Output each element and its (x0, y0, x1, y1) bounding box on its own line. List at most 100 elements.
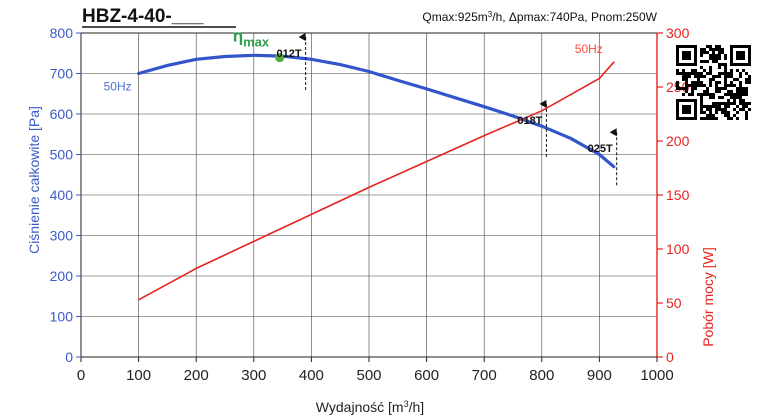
qr-module (730, 93, 733, 96)
qr-module (703, 75, 706, 78)
qr-module (718, 87, 721, 90)
qr-module (694, 75, 697, 78)
qr-module (697, 75, 700, 78)
qr-module (733, 84, 736, 87)
qr-module (712, 51, 715, 54)
qr-module (709, 78, 712, 81)
qr-module (706, 87, 709, 90)
qr-module (715, 87, 718, 90)
qr-module (709, 69, 712, 72)
qr-module (745, 78, 748, 81)
qr-module (685, 84, 688, 87)
qr-module (718, 102, 721, 105)
qr-module (727, 72, 730, 75)
qr-module (724, 69, 727, 72)
x-axis-label: Wydajność [m3/h] (316, 399, 424, 415)
y-right-axis-label: Pobór mocy [W] (700, 247, 716, 347)
qr-module (727, 102, 730, 105)
qr-module (745, 114, 748, 117)
qr-module (712, 105, 715, 108)
qr-module (709, 45, 712, 48)
qr-module (709, 54, 712, 57)
annotation-label: 012T (277, 48, 302, 60)
qr-module (748, 108, 751, 111)
qr-module (676, 81, 679, 84)
y-right-tick-label: 100 (666, 241, 690, 257)
qr-module (706, 51, 709, 54)
qr-module (676, 72, 679, 75)
chart-subtitle: Qmax:925m3/h, Δpmax:740Pa, Pnom:250W (422, 10, 657, 25)
qr-module (691, 72, 694, 75)
qr-module (727, 75, 730, 78)
qr-module (676, 84, 679, 87)
eta-max-label: ηmax (233, 27, 270, 50)
qr-module (703, 60, 706, 63)
qr-module (688, 93, 691, 96)
annotations: 012T 018T 025T (277, 33, 618, 188)
qr-module (733, 78, 736, 81)
qr-module (718, 108, 721, 111)
qr-module (703, 90, 706, 93)
qr-module (682, 87, 685, 90)
qr-module (679, 87, 682, 90)
series: 50Hz 50Hz ηmax (104, 27, 616, 301)
qr-module (730, 69, 733, 72)
qr-module (724, 84, 727, 87)
qr-module (739, 84, 742, 87)
qr-module (718, 90, 721, 93)
qr-module (721, 51, 724, 54)
qr-module (730, 84, 733, 87)
qr-module (718, 75, 721, 78)
qr-module (730, 117, 733, 120)
qr-module (706, 114, 709, 117)
qr-module (697, 78, 700, 81)
annotation-label: 018T (517, 115, 542, 127)
qr-module (712, 102, 715, 105)
qr-module (739, 90, 742, 93)
x-tick-label: 500 (356, 367, 381, 384)
qr-module (709, 84, 712, 87)
qr-module (709, 72, 712, 75)
qr-module (700, 81, 703, 84)
qr-module (715, 111, 718, 114)
qr-module (685, 90, 688, 93)
annotation-label: 025T (588, 143, 613, 155)
qr-module (706, 45, 709, 48)
qr-module (721, 48, 724, 51)
qr-module (691, 81, 694, 84)
qr-module (739, 81, 742, 84)
qr-module (721, 102, 724, 105)
qr-module (742, 69, 745, 72)
qr-module (739, 75, 742, 78)
qr-module (742, 108, 745, 111)
y-right-tick-label: 300 (666, 25, 690, 41)
qr-module (688, 75, 691, 78)
qr-module (721, 108, 724, 111)
qr-module (733, 93, 736, 96)
qr-module (724, 78, 727, 81)
qr-module (694, 84, 697, 87)
y-left-tick-label: 300 (50, 228, 74, 244)
qr-module (733, 114, 736, 117)
qr-module (694, 81, 697, 84)
qr-module (742, 102, 745, 105)
qr-module (694, 69, 697, 72)
qr-module (742, 90, 745, 93)
qr-module (709, 96, 712, 99)
qr-module (685, 72, 688, 75)
qr-module (700, 75, 703, 78)
x-tick-label: 600 (414, 367, 439, 384)
qr-module (676, 87, 679, 90)
qr-module (712, 114, 715, 117)
qr-module (724, 75, 727, 78)
y-left-axis-label: Ciśnienie całkowite [Pa] (26, 106, 42, 254)
qr-module (724, 81, 727, 84)
qr-module (730, 90, 733, 93)
qr-module (706, 93, 709, 96)
qr-finder (682, 105, 691, 114)
chart-title: HBZ-4-40-___ (82, 6, 204, 27)
qr-module (715, 105, 718, 108)
qr-module (709, 114, 712, 117)
qr-module (730, 102, 733, 105)
x-tick-label: 800 (529, 367, 554, 384)
